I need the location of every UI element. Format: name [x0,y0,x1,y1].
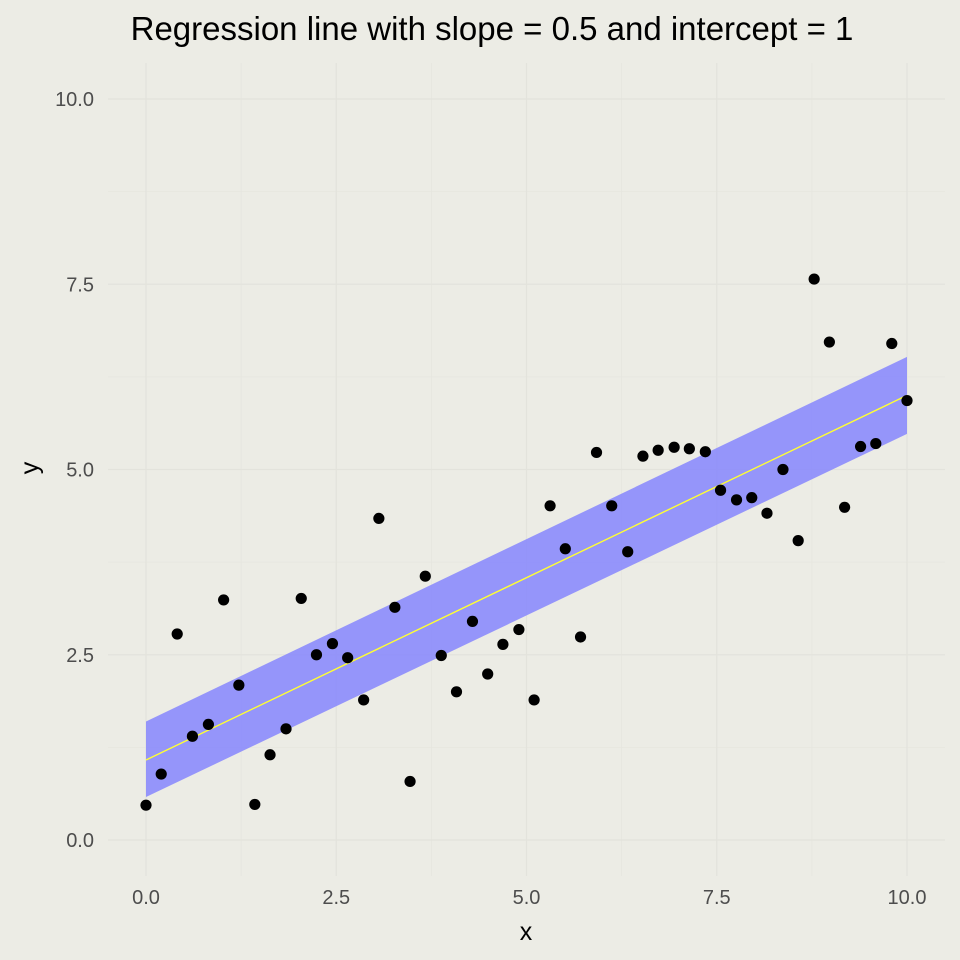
x-tick-label: 0.0 [132,887,160,909]
regression-line [145,394,908,761]
data-point [310,649,323,661]
data-point [559,543,571,555]
data-point [652,444,664,456]
data-point [218,594,230,606]
data-point [342,652,354,664]
data-point [155,768,167,780]
y-tick-label: 5.0 [66,460,94,482]
data-point [295,592,307,605]
data-point [280,723,292,735]
x-tick-label: 5.0 [513,887,541,909]
data-point [186,730,199,742]
data-point [326,638,339,650]
data-point [901,394,913,407]
x-tick-label: 7.5 [703,887,731,909]
x-tick-label: 2.5 [322,887,350,909]
data-point [233,679,245,691]
y-tick-label: 2.5 [66,645,94,667]
data-point [590,446,603,459]
data-point [574,631,587,643]
data-point [792,535,804,547]
data-point [668,441,680,453]
data-point [683,443,695,455]
data-point [746,492,758,504]
data-point [482,668,494,680]
data-point [435,649,447,662]
data-point [886,337,898,350]
data-point [450,686,463,698]
data-point [140,799,152,811]
data-point [358,694,370,706]
y-axis-title: y [16,461,44,474]
data-point [497,638,509,650]
data-point [373,512,385,525]
x-tick-label: 10.0 [888,887,927,909]
data-point [761,507,773,519]
data-point [714,484,727,496]
data-point [404,775,416,788]
data-point [528,694,540,706]
data-point [513,623,525,636]
y-tick-label: 10.0 [55,89,94,111]
data-point [730,494,743,506]
x-axis-title: x [520,918,533,946]
data-point [622,546,634,558]
data-point [870,437,882,450]
y-tick-label: 0.0 [66,830,94,852]
data-points-layer [140,273,913,811]
tick-labels-layer: 0.0 2.5 5.0 7.5 10.0 0.0 2.5 5.0 7.5 10.0 [55,89,926,909]
grid-lines [108,63,945,876]
data-point [249,798,261,811]
data-point [389,601,401,613]
regression-line-layer [145,394,908,761]
data-point [838,501,851,513]
data-point [264,749,276,761]
data-point [202,718,215,731]
y-tick-label: 7.5 [66,274,94,296]
data-point [637,450,649,462]
data-point [544,500,556,512]
data-point [606,500,618,512]
data-point [419,570,431,582]
data-point [171,628,183,640]
data-point [808,273,820,285]
data-point [823,336,835,348]
data-point [854,440,867,453]
data-point [777,463,789,476]
chart-title: Regression line with slope = 0.5 and int… [131,10,854,47]
data-point [466,615,479,628]
data-point [699,446,711,458]
